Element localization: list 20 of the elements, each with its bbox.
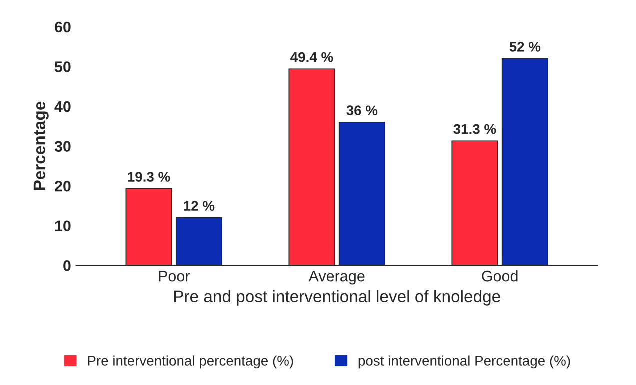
data-label: 31.3 % <box>454 124 496 134</box>
data-label: 49.4 % <box>290 52 334 62</box>
y-tick-label: 50 <box>54 62 71 72</box>
x-tick-label: Good <box>482 270 518 282</box>
data-label: 52 % <box>510 42 541 52</box>
y-tick-label: 30 <box>54 141 71 152</box>
y-tick-label: 20 <box>54 180 71 192</box>
legend-label: Pre interventional percentage (%) <box>88 356 294 369</box>
data-label: 19.3 % <box>128 172 170 182</box>
y-tick-label: 60 <box>55 22 71 33</box>
data-label: 12 % <box>184 201 215 211</box>
y-axis-title: Percentage <box>34 102 49 190</box>
x-axis-title: Pre and post interventional level of knoledge <box>174 290 500 306</box>
x-tick-label: Poor <box>159 271 190 282</box>
data-label: 36 % <box>346 106 378 116</box>
y-tick-label: 0 <box>64 260 71 272</box>
y-tick-label: 40 <box>54 101 71 112</box>
legend-label: post interventional Percentage (%) <box>358 356 570 369</box>
x-tick-label: Average <box>308 271 365 285</box>
y-tick-label: 10 <box>55 220 71 232</box>
